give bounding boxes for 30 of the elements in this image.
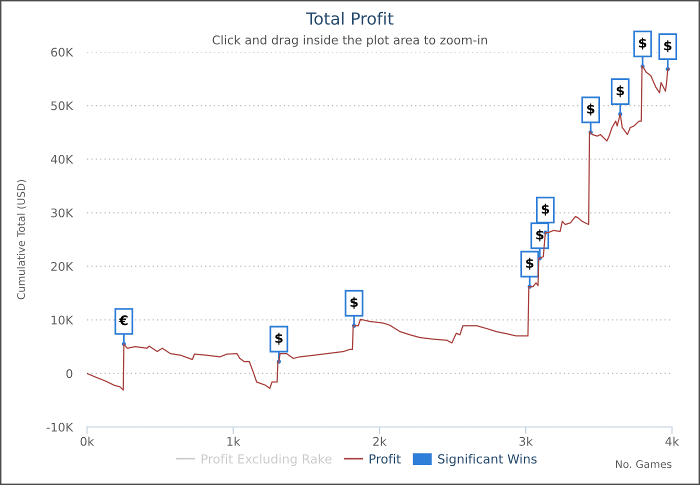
data-label: $ [664, 40, 672, 52]
data-label: $ [350, 296, 358, 309]
chart-title: Total Profit [306, 12, 394, 25]
x-tick-label: 1k [227, 436, 240, 446]
y-axis-title: Cumulative Total (USD) [16, 180, 26, 300]
data-label: $ [639, 38, 646, 50]
y-tick-label: 20K [51, 262, 74, 271]
y-tick-label: 30K [51, 208, 74, 218]
legend-label: Profit [370, 454, 401, 464]
data-label: $ [536, 229, 544, 242]
chart-subtitle: Click and drag inside the plot area to zoom-in [212, 35, 488, 47]
data-label: $ [526, 258, 534, 270]
data-label: $ [542, 204, 550, 216]
data-label: $ [275, 332, 283, 345]
line-series [87, 65, 670, 391]
data-label: $ [587, 103, 594, 116]
data-label: $ [616, 85, 624, 98]
x-tick-label: 0k [80, 436, 94, 446]
legend-label: Significant Wins [438, 454, 537, 466]
y-tick-label: -10K [46, 422, 74, 432]
data-label: € [119, 315, 128, 326]
x-tick-label: 3k [519, 436, 533, 446]
x-axis-title: No. Games [616, 460, 672, 468]
x-tick-label: 4k [665, 436, 680, 446]
y-tick-label: 0 [66, 369, 72, 378]
x-tick-label: 2k [373, 436, 387, 446]
y-tick-label: 60K [51, 48, 74, 57]
y-tick-label: 10K [52, 316, 74, 325]
y-tick-label: 40K [50, 154, 74, 164]
y-tick-label: 50K [51, 101, 74, 110]
